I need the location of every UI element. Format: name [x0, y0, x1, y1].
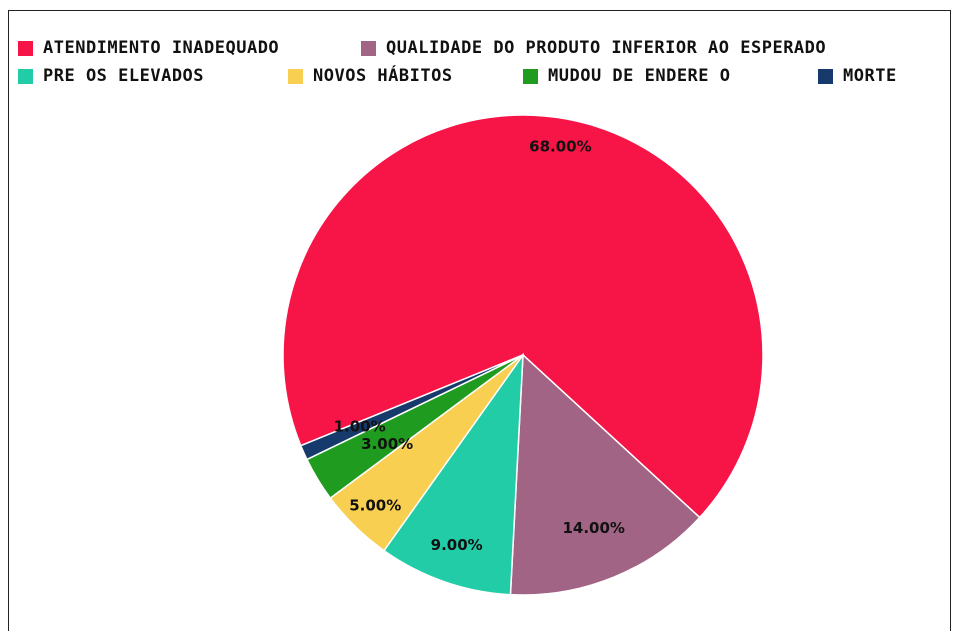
data-label: 1.00%	[334, 418, 386, 436]
data-label: 3.00%	[361, 435, 413, 453]
pie-slice[interactable]	[382, 352, 524, 596]
legend-label: QUALIDADE DO PRODUTO INFERIOR AO ESPERAD…	[386, 38, 827, 58]
pie-slice[interactable]	[299, 354, 524, 461]
data-label: 5.00%	[349, 496, 401, 514]
legend-swatch	[523, 68, 538, 84]
data-label: 68.00%	[529, 138, 591, 156]
legend-item-atendimento[interactable]: ATENDIMENTO INADEQUADO	[18, 38, 279, 58]
legend-label: MORTE	[843, 66, 897, 86]
legend-label: ATENDIMENTO INADEQUADO	[43, 38, 280, 58]
legend-label: NOVOS HÁBITOS	[313, 66, 453, 86]
legend-item-morte[interactable]: MORTE	[818, 66, 897, 86]
legend-swatch	[18, 68, 33, 84]
legend-item-qualidade[interactable]: QUALIDADE DO PRODUTO INFERIOR AO ESPERAD…	[361, 38, 826, 58]
legend-label: PRE OS ELEVADOS	[43, 66, 205, 86]
legend-label: MUDOU DE ENDERE O	[548, 66, 731, 86]
legend-swatch	[18, 40, 33, 56]
pie-slice[interactable]	[509, 353, 701, 596]
legend-swatch	[818, 68, 833, 84]
legend-item-precos[interactable]: PRE OS ELEVADOS	[18, 66, 204, 86]
legend: ATENDIMENTO INADEQUADO QUALIDADE DO PROD…	[18, 38, 948, 98]
legend-item-habitos[interactable]: NOVOS HÁBITOS	[288, 66, 453, 86]
legend-swatch	[361, 40, 376, 56]
data-label: 14.00%	[562, 519, 624, 537]
pie-slice[interactable]	[282, 114, 764, 519]
data-label: 9.00%	[431, 536, 483, 554]
legend-swatch	[288, 68, 303, 84]
legend-item-endereco[interactable]: MUDOU DE ENDERE O	[523, 66, 731, 86]
